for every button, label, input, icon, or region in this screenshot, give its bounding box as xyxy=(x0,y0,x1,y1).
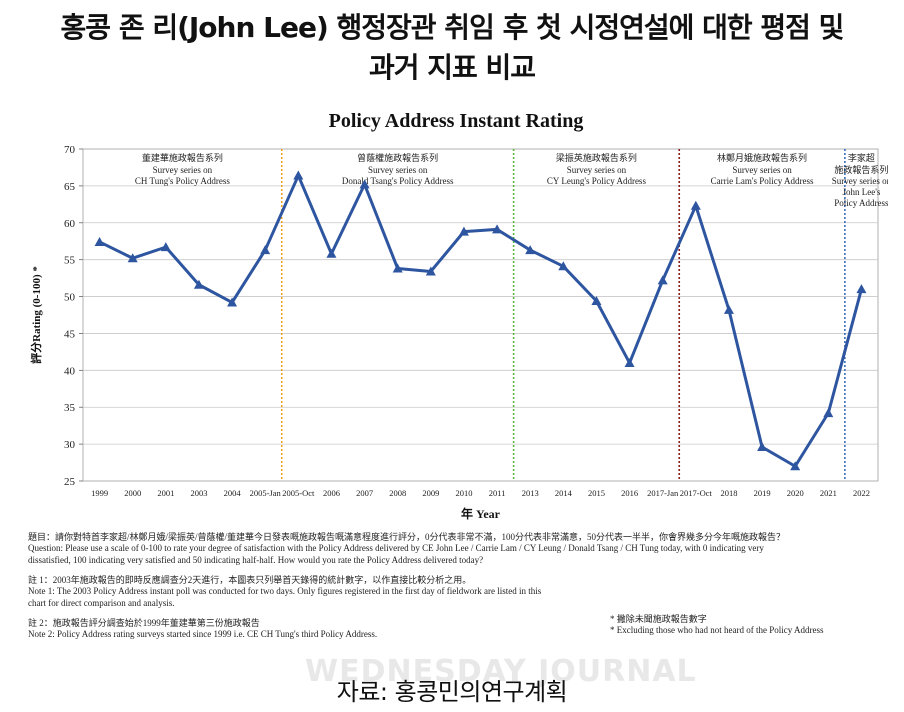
data-point xyxy=(790,461,801,471)
y-tick-label: 65 xyxy=(64,181,76,193)
era-label-en: 施政報告系列 xyxy=(834,164,888,175)
data-point xyxy=(525,245,536,255)
plot-area xyxy=(82,148,879,482)
source-caption: 자료: 홍콩민의연구계획 xyxy=(336,678,568,706)
x-tick-label: 2017-Jan xyxy=(647,488,679,498)
era-label-en: CH Tung's Policy Address xyxy=(135,176,230,186)
era-label-cn: 曾蔭權施政報告系列 xyxy=(357,152,438,163)
data-point xyxy=(127,253,138,263)
y-tick-label: 40 xyxy=(64,365,76,377)
y-tick-label: 35 xyxy=(64,402,76,414)
data-point xyxy=(227,297,238,307)
data-point xyxy=(591,295,602,305)
data-point xyxy=(94,236,105,246)
data-point xyxy=(458,226,469,236)
note-2: 註 2：施政報告評分調查始於1999年董建華第三份施政報告 Note 2: Po… xyxy=(28,618,378,640)
x-tick-label: 2015 xyxy=(588,488,605,498)
era-label-en: Survey series on xyxy=(368,165,428,175)
y-tick-label: 60 xyxy=(64,218,76,230)
x-tick-label: 2005-Oct xyxy=(282,488,315,498)
y-tick-label: 55 xyxy=(64,255,76,267)
x-axis-label: 年 Year xyxy=(461,506,501,521)
chart-title: Policy Address Instant Rating xyxy=(328,110,584,132)
question-note: 題目：請你對特首李家超/林鄭月娥/梁振英/曾蔭權/董建華今日發表嘅施政報告嘅滿意… xyxy=(28,532,786,565)
era-label-cn: 董建華施政報告系列 xyxy=(142,152,223,163)
x-tick-label: 1999 xyxy=(91,488,108,498)
era-label-en: Policy Address xyxy=(834,198,888,208)
data-point xyxy=(856,284,867,294)
era-label-en: Donald Tsang's Policy Address xyxy=(342,176,454,186)
x-tick-label: 2004 xyxy=(224,488,242,498)
data-point xyxy=(624,357,635,367)
era-label-cn: 梁振英施政報告系列 xyxy=(556,152,637,163)
x-tick-label: 2011 xyxy=(489,488,506,498)
data-point xyxy=(723,304,734,314)
y-axis-label: 評分Rating (0-100) * xyxy=(29,266,43,364)
x-tick-label: 2022 xyxy=(853,488,870,498)
era-label-cn: 李家超 xyxy=(848,152,875,163)
era-label-en: John Lee's xyxy=(843,187,881,197)
era-label-en: Survey series on xyxy=(153,165,213,175)
x-tick-label: 2018 xyxy=(720,488,737,498)
x-tick-label: 2007 xyxy=(356,488,373,498)
x-tick-label: 2005-Jan xyxy=(250,488,282,498)
era-label-en: Survey series on xyxy=(832,176,888,186)
x-tick-label: 2001 xyxy=(157,488,174,498)
y-tick-label: 25 xyxy=(64,476,76,488)
data-point xyxy=(657,275,668,285)
era-label-en: Survey series on xyxy=(567,165,627,175)
headline-line-2: 과거 지표 비교 xyxy=(368,51,536,84)
x-tick-label: 2010 xyxy=(455,488,472,498)
x-tick-label: 2006 xyxy=(323,488,340,498)
era-label-en: Carrie Lam's Policy Address xyxy=(711,176,814,186)
series-line xyxy=(98,174,863,468)
era-label-en: Survey series on xyxy=(732,165,792,175)
data-point xyxy=(690,200,701,210)
x-tick-label: 2013 xyxy=(522,488,539,498)
x-tick-label: 2020 xyxy=(787,488,804,498)
y-tick-label: 45 xyxy=(64,328,76,340)
y-tick-label: 70 xyxy=(64,144,76,156)
x-tick-label: 2000 xyxy=(124,488,141,498)
x-tick-label: 2021 xyxy=(820,488,837,498)
x-tick-label: 2008 xyxy=(389,488,406,498)
y-tick-label: 50 xyxy=(64,292,76,304)
x-tick-label: 2017-Oct xyxy=(680,488,713,498)
data-point xyxy=(359,179,370,189)
data-point xyxy=(293,170,304,180)
x-tick-label: 2016 xyxy=(621,488,638,498)
y-tick-label: 30 xyxy=(64,439,76,451)
data-point xyxy=(558,261,569,271)
data-point xyxy=(392,263,403,273)
note-1: 註 1：2003年施政報告的即時反應調查分2天進行，本圖表只列舉首天錄得的統計數… xyxy=(28,575,542,608)
headline-line-1: 홍콩 존 리(John Lee) 행정장관 취임 후 첫 시정연설에 대한 평점… xyxy=(60,11,845,44)
x-tick-label: 2003 xyxy=(190,488,207,498)
x-tick-label: 2019 xyxy=(754,488,771,498)
data-point xyxy=(160,242,171,252)
era-label-en: CY Leung's Policy Address xyxy=(547,176,647,186)
chart-panel: Policy Address Instant Rating 25 30 35 40 45… xyxy=(24,104,888,644)
data-point xyxy=(260,245,271,255)
x-tick-label: 2014 xyxy=(555,488,573,498)
era-label-cn: 林鄭月娥施政報告系列 xyxy=(717,152,807,163)
watermark-logo: WEDNESDAY JOURNAL xyxy=(305,654,697,689)
data-point xyxy=(492,224,503,234)
data-point xyxy=(425,266,436,276)
x-tick-label: 2009 xyxy=(422,488,439,498)
data-point xyxy=(326,248,337,258)
data-point xyxy=(193,279,204,289)
data-point xyxy=(757,442,768,452)
footnote: * 撇除未聞施政報告數字 * Excluding those who had n… xyxy=(610,614,824,636)
line-chart: 25 30 35 40 45 50 55 60 65 70 1999 2000 2001 2003 2004… xyxy=(29,144,888,521)
data-point xyxy=(823,408,834,418)
